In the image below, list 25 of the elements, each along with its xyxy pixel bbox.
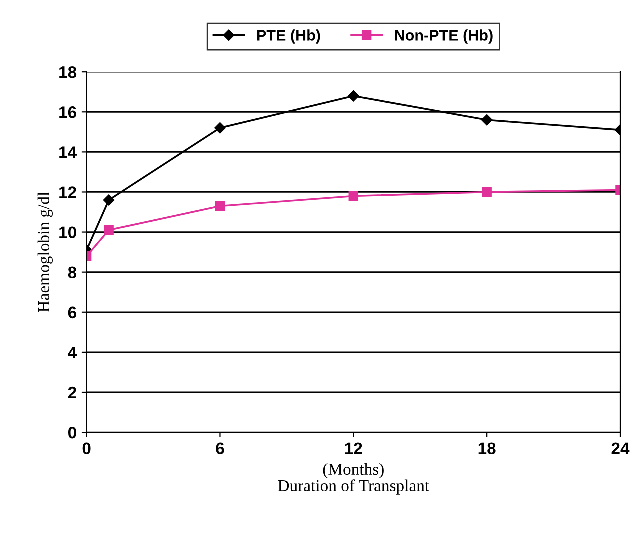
y-tick-label: 2 — [68, 386, 76, 399]
point — [482, 187, 492, 198]
y-tick-label: 18 — [60, 66, 77, 78]
legend-label: Non-PTE (Hb) — [395, 30, 493, 44]
legend-label: PTE (Hb) — [258, 30, 320, 44]
point — [214, 122, 226, 134]
point — [215, 201, 226, 212]
y-tick-label: 16 — [60, 106, 76, 118]
point — [348, 191, 359, 202]
x-tick-label: 24 — [612, 442, 630, 454]
y-tick-label: 4 — [68, 347, 77, 358]
x-axis-title: (Months) Duration of Transplant — [278, 463, 430, 495]
y-tick-label: 10 — [60, 226, 76, 238]
x-tick-label: 6 — [216, 442, 224, 455]
y-tick-label: 8 — [68, 266, 77, 279]
point — [348, 90, 360, 102]
y-tick-label: 14 — [60, 146, 77, 158]
x-tick-label: 0 — [82, 442, 91, 455]
y-tick-label: 0 — [68, 426, 76, 439]
y-tick-label: 6 — [68, 306, 76, 319]
y-axis-title: Haemoglobin g/dl — [38, 192, 53, 312]
y-tick-label: 12 — [60, 186, 76, 198]
x-tick-label: 12 — [345, 442, 362, 454]
x-tick-label: 18 — [478, 442, 496, 455]
point — [481, 114, 493, 126]
